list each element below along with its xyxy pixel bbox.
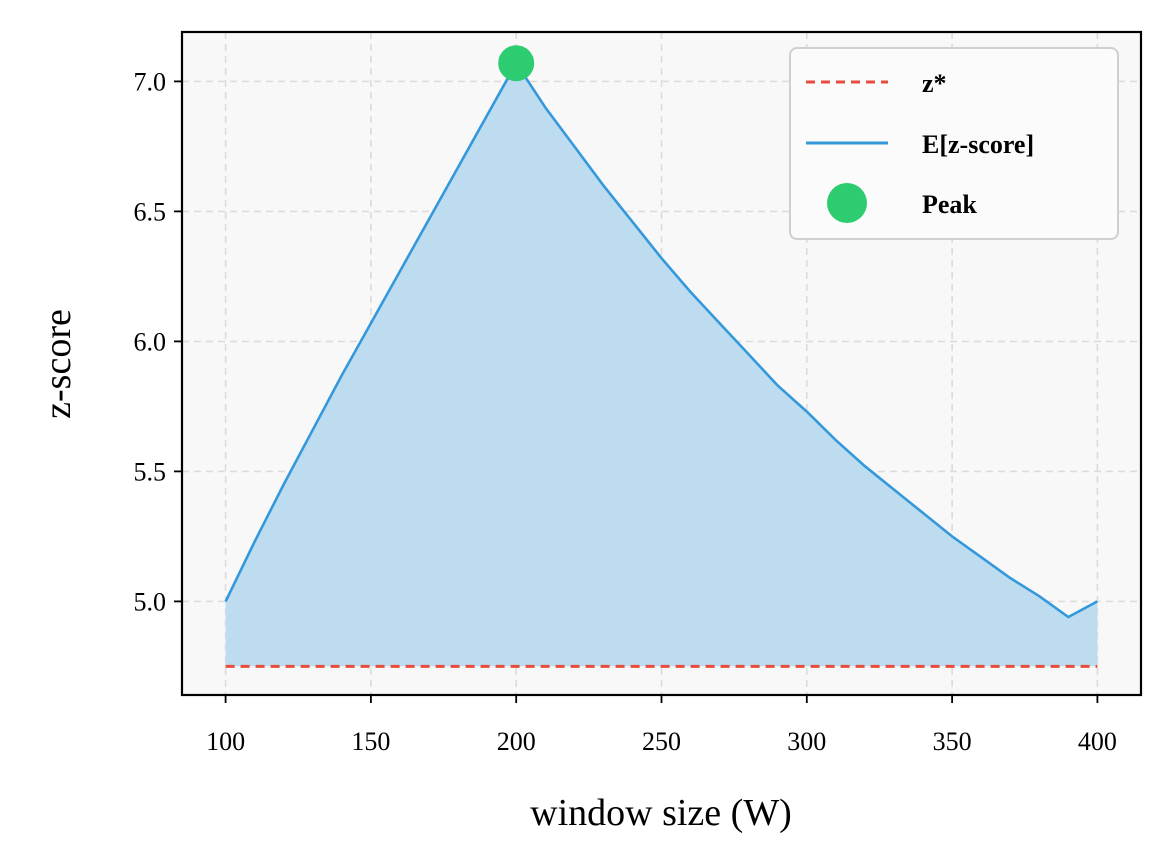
x-tick-label: 300 (787, 727, 826, 756)
legend-box (789, 47, 1119, 240)
legend-label-peak: Peak (922, 190, 977, 219)
legend: z* E[z-score] Peak (789, 47, 1119, 240)
y-tick-label: 6.0 (134, 327, 167, 356)
x-tick-label: 400 (1078, 727, 1117, 756)
e-z-score-line (224, 60, 1099, 619)
x-tick-label: 200 (497, 727, 536, 756)
x-tick-label: 100 (206, 727, 245, 756)
y-tick-label: 6.5 (134, 197, 167, 226)
peak-marker (498, 45, 535, 82)
legend-peak-swatch (827, 183, 867, 223)
y-tick-label: 7.0 (134, 67, 167, 96)
x-axis: 100 150 200 250 300 350 400 (206, 695, 1117, 756)
x-tick-label: 250 (642, 727, 681, 756)
y-axis-title: z-score (37, 309, 79, 419)
x-axis-title: window size (W) (530, 792, 792, 834)
legend-label-series: E[z-score] (922, 130, 1034, 159)
y-tick-label: 5.5 (134, 457, 167, 486)
e-z-score-fill-area (225, 63, 1098, 667)
legend-label-threshold: z* (922, 69, 947, 98)
x-tick-label: 350 (933, 727, 972, 756)
y-tick-label: 5.0 (134, 587, 167, 616)
x-tick-label: 150 (351, 727, 390, 756)
y-axis: 5.0 5.5 6.0 6.5 7.0 (134, 67, 182, 616)
